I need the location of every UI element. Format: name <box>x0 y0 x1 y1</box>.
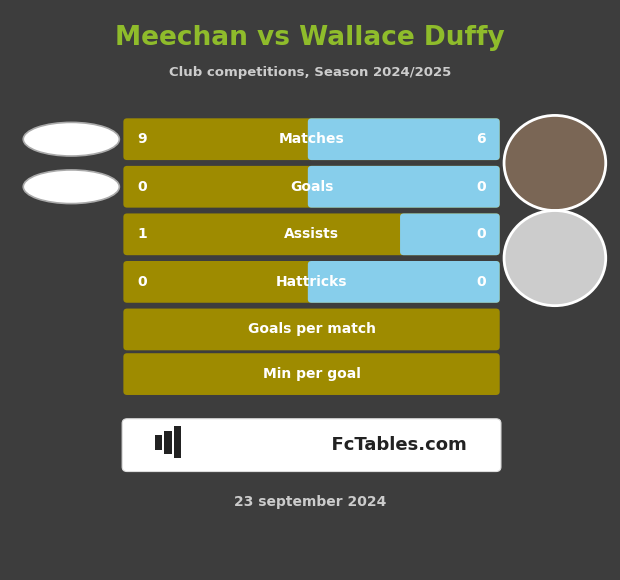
FancyBboxPatch shape <box>155 435 162 450</box>
Text: 0: 0 <box>476 227 486 241</box>
FancyBboxPatch shape <box>400 213 500 255</box>
FancyBboxPatch shape <box>308 261 500 303</box>
Text: 1: 1 <box>137 227 147 241</box>
Text: Club competitions, Season 2024/2025: Club competitions, Season 2024/2025 <box>169 66 451 79</box>
Text: 9: 9 <box>137 132 147 146</box>
Text: Hattricks: Hattricks <box>276 275 347 289</box>
FancyBboxPatch shape <box>123 118 500 160</box>
Text: 23 september 2024: 23 september 2024 <box>234 495 386 509</box>
Circle shape <box>504 211 606 306</box>
FancyBboxPatch shape <box>308 118 500 160</box>
FancyBboxPatch shape <box>123 353 500 395</box>
Text: FcTables.com: FcTables.com <box>319 436 467 454</box>
FancyBboxPatch shape <box>123 261 500 303</box>
FancyBboxPatch shape <box>164 430 172 454</box>
Text: Meechan vs Wallace Duffy: Meechan vs Wallace Duffy <box>115 25 505 50</box>
Text: 0: 0 <box>476 180 486 194</box>
Ellipse shape <box>24 122 120 156</box>
Ellipse shape <box>24 170 120 204</box>
FancyBboxPatch shape <box>123 213 500 255</box>
Text: 0: 0 <box>137 180 147 194</box>
Text: 6: 6 <box>476 132 486 146</box>
Text: Goals per match: Goals per match <box>247 322 376 336</box>
Text: Matches: Matches <box>278 132 345 146</box>
Text: 0: 0 <box>476 275 486 289</box>
FancyBboxPatch shape <box>174 426 181 458</box>
FancyBboxPatch shape <box>123 309 500 350</box>
Text: 0: 0 <box>137 275 147 289</box>
FancyBboxPatch shape <box>123 166 500 208</box>
Circle shape <box>504 115 606 211</box>
Text: Goals: Goals <box>290 180 333 194</box>
FancyBboxPatch shape <box>122 419 501 472</box>
Text: Min per goal: Min per goal <box>263 367 360 381</box>
Text: Assists: Assists <box>284 227 339 241</box>
FancyBboxPatch shape <box>308 166 500 208</box>
